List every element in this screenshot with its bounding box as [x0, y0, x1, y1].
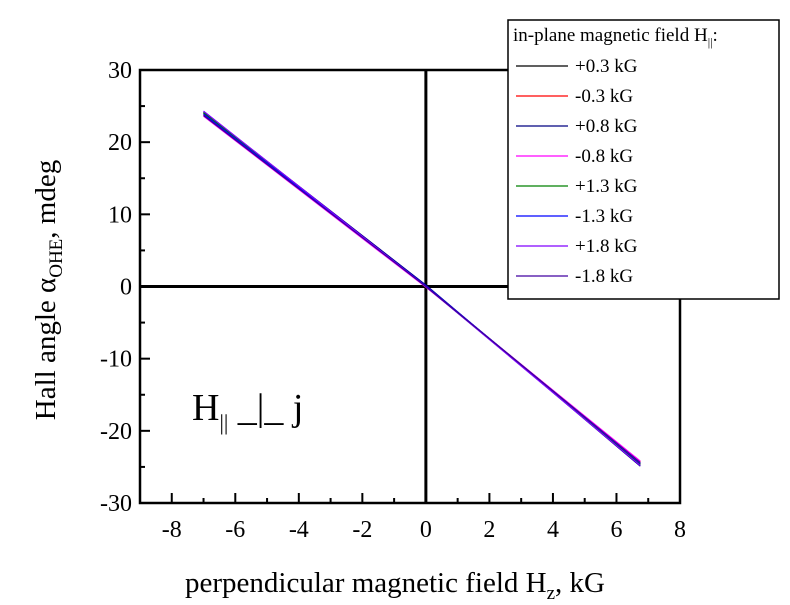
x-tick-label: 6 [610, 517, 622, 543]
y-tick-label: 10 [108, 202, 132, 228]
legend-label: -0.3 kG [575, 86, 633, 107]
legend-box [507, 19, 780, 300]
x-tick-label: 8 [674, 517, 686, 543]
legend-label: +0.8 kG [575, 116, 638, 137]
y-tick-label: 0 [120, 275, 132, 301]
legend-label: -1.3 kG [575, 206, 633, 227]
y-tick-label: 20 [108, 130, 132, 156]
legend-title: in-plane magnetic field H||: [513, 25, 718, 49]
x-tick-label: -6 [225, 517, 245, 543]
x-tick-label: 0 [420, 517, 432, 543]
x-tick-label: 4 [547, 517, 559, 543]
x-tick-label: -8 [162, 517, 182, 543]
y-axis-title: Hall angle αOHE, mdeg [30, 160, 67, 420]
legend-label: +1.8 kG [575, 236, 638, 257]
x-tick-label: -4 [289, 517, 309, 543]
series-line-8 [203, 115, 641, 464]
y-tick-label: -20 [100, 419, 132, 445]
y-tick-label: -10 [100, 347, 132, 373]
legend: in-plane magnetic field H||: +0.3 kG -0.3… [507, 19, 780, 300]
legend-label: +0.3 kG [575, 56, 638, 77]
legend-label: +1.3 kG [575, 176, 638, 197]
legend-label: -1.8 kG [575, 266, 633, 287]
x-axis-title: perpendicular magnetic field Hz, kG [185, 567, 605, 604]
y-tick-label: 30 [108, 58, 132, 84]
legend-items: +0.3 kG -0.3 kG +0.8 kG -0.8 kG +1.3 kG -1.3 … [516, 56, 638, 287]
series-layer [203, 110, 641, 467]
legend-label: -0.8 kG [575, 146, 633, 167]
y-tick-label: -30 [100, 491, 132, 517]
annotation-text: H|| _|_ j [192, 387, 303, 435]
x-tick-label: -2 [352, 517, 372, 543]
x-tick-label: 2 [483, 517, 495, 543]
